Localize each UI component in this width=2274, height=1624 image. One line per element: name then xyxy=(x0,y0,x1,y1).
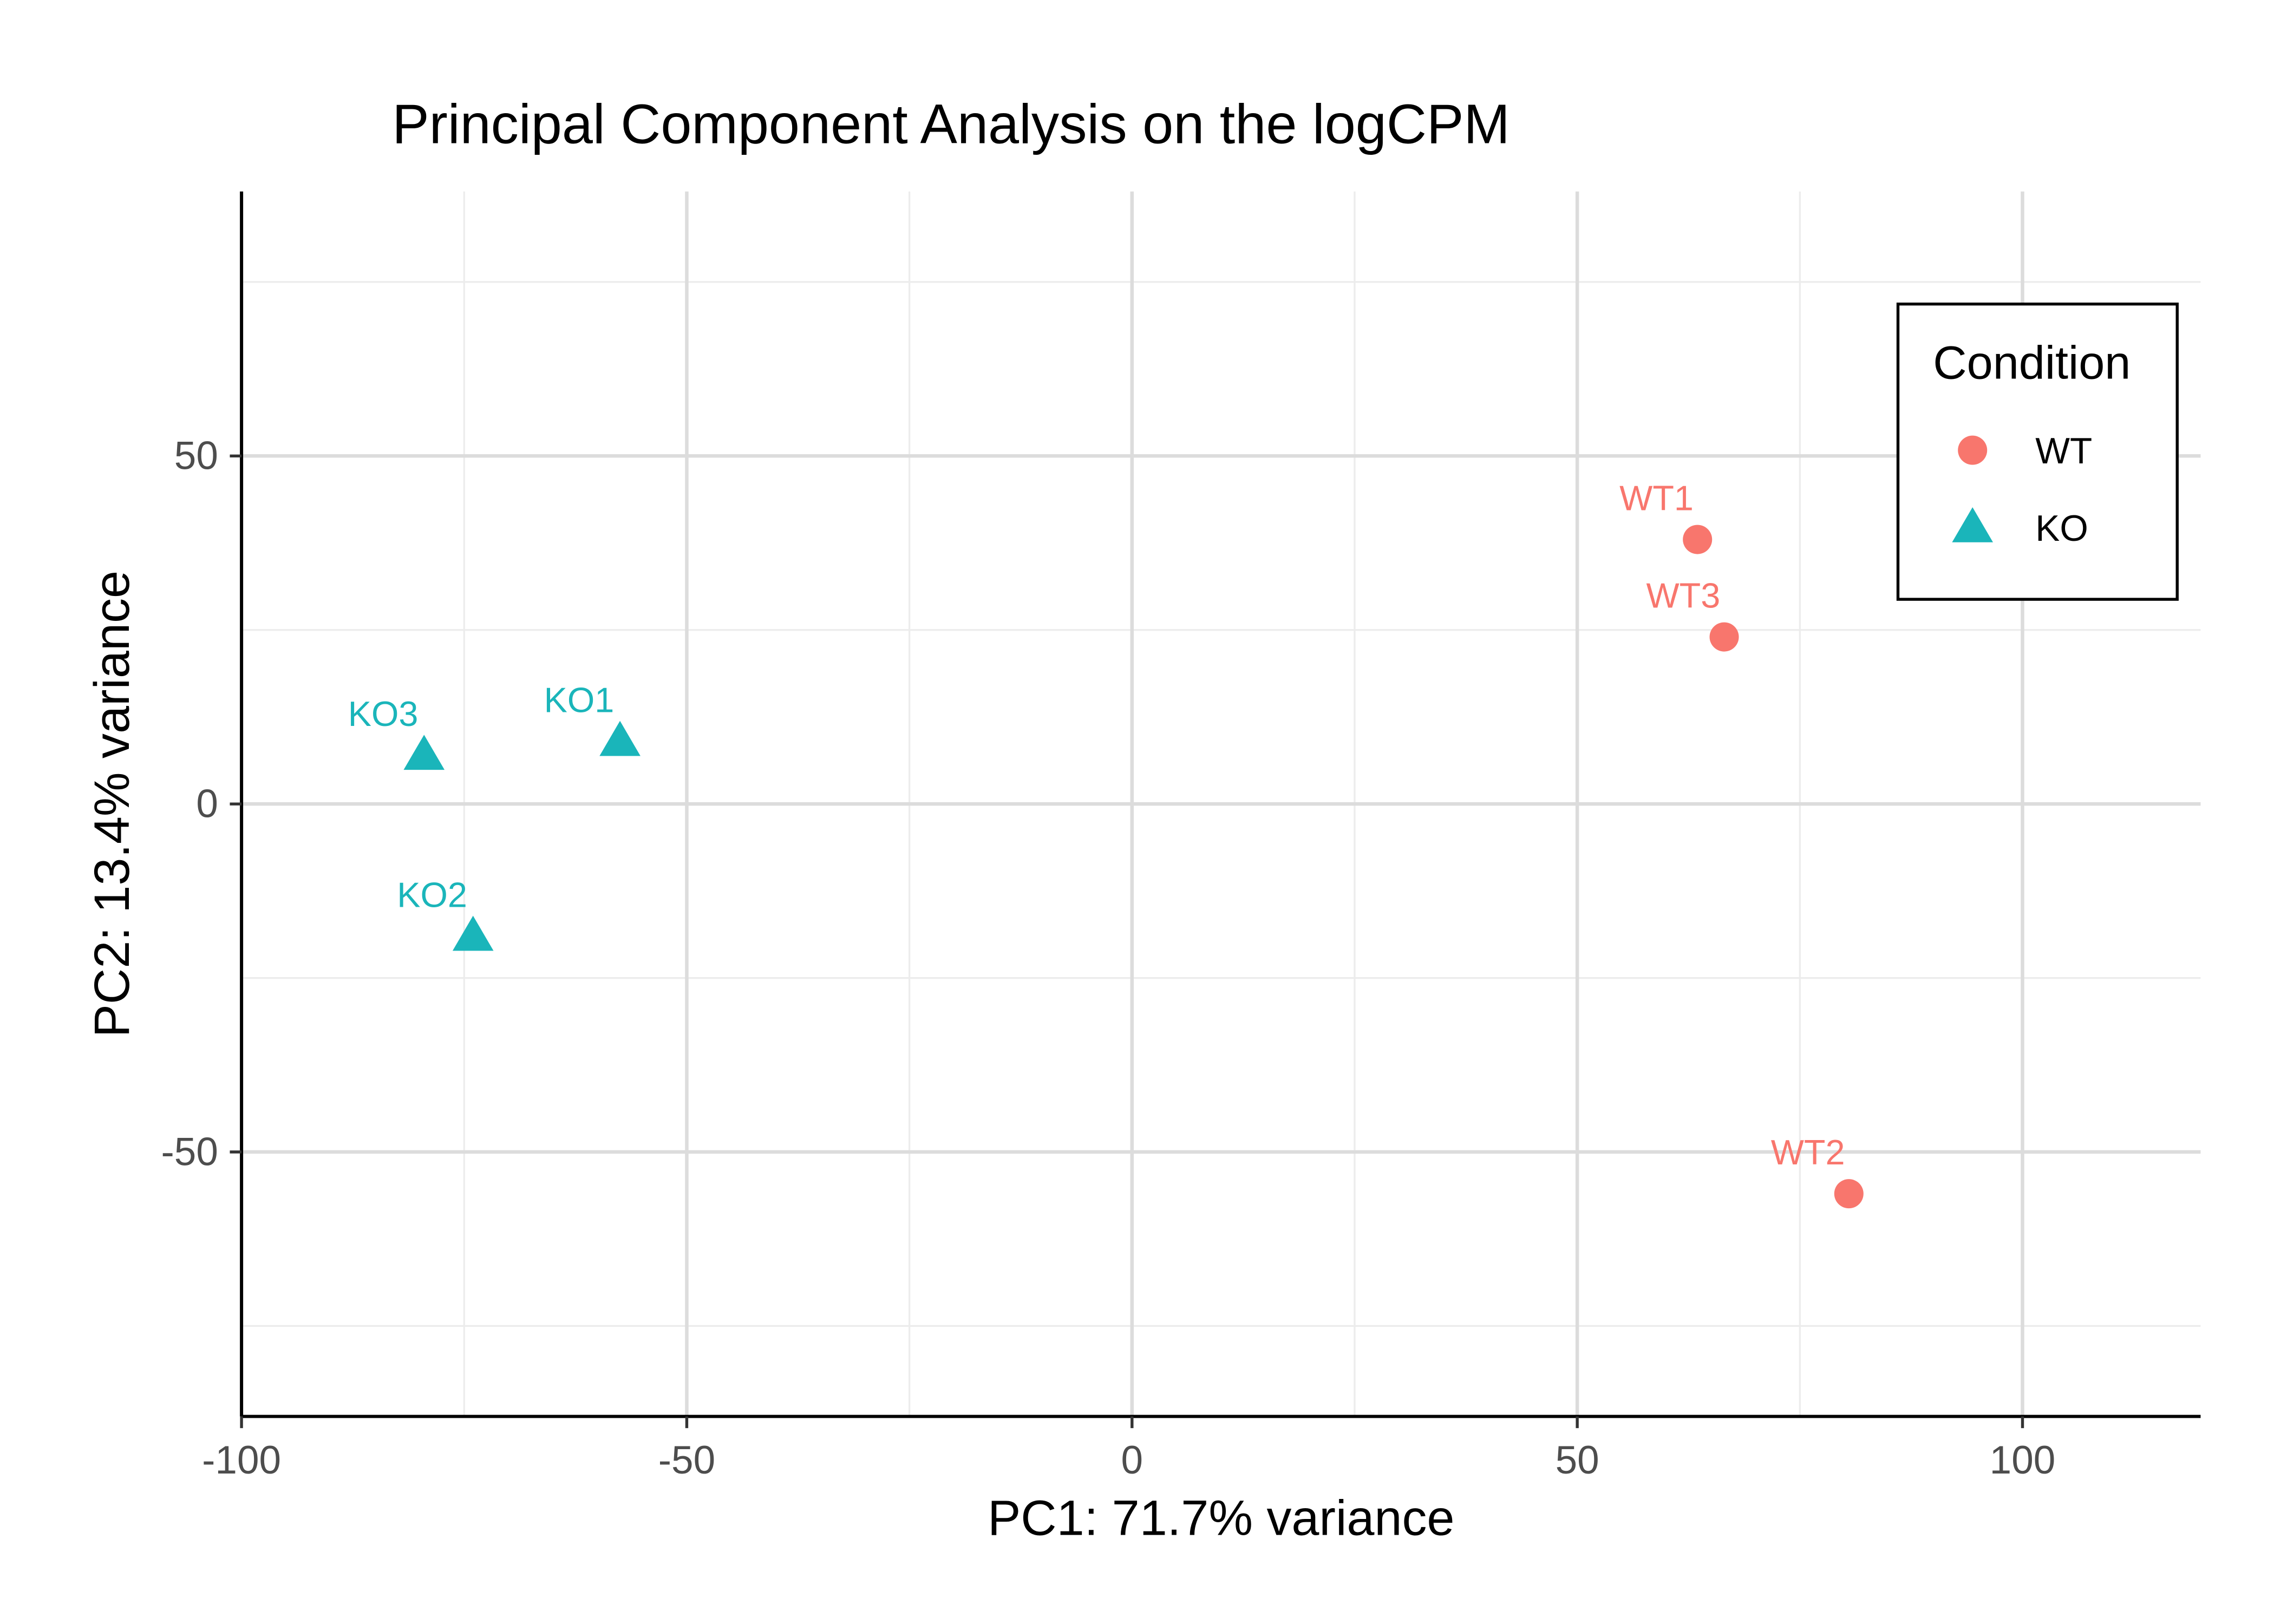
legend-box xyxy=(1896,302,2179,601)
legend-key-ko xyxy=(1952,507,1994,542)
legend-title: Condition xyxy=(1933,337,2131,389)
point-label-wt1: WT1 xyxy=(1619,479,1694,518)
y-tick-label: 0 xyxy=(196,782,218,826)
axes: -100 -50 0 50 100 -50 0 50 xyxy=(161,191,2201,1482)
point-label-wt3: WT3 xyxy=(1646,576,1721,615)
point-ko1 xyxy=(599,721,641,756)
x-tick-label: 50 xyxy=(1556,1438,1599,1482)
data-points xyxy=(403,525,1864,1209)
legend-keys: WT KO xyxy=(1952,431,2092,549)
x-tick-label: -100 xyxy=(202,1438,281,1482)
legend-key-wt xyxy=(1958,435,1988,465)
point-wt1 xyxy=(1683,525,1713,554)
x-axis-title: PC1: 71.7% variance xyxy=(988,1490,1454,1546)
point-ko3 xyxy=(403,735,445,770)
point-label-ko3: KO3 xyxy=(348,694,419,734)
point-wt2 xyxy=(1834,1179,1864,1209)
y-axis-title: PC2: 13.4% variance xyxy=(84,571,140,1037)
x-tick-label: -50 xyxy=(658,1438,715,1482)
minor-gridlines xyxy=(241,191,2201,1417)
point-label-ko1: KO1 xyxy=(544,680,615,719)
x-tick-label: 100 xyxy=(1990,1438,2056,1482)
point-label-ko2: KO2 xyxy=(397,875,467,914)
point-label-wt2: WT2 xyxy=(1771,1132,1845,1172)
y-tick-label: -50 xyxy=(161,1130,218,1174)
point-wt3 xyxy=(1709,622,1739,652)
point-labels: WT1 WT2 WT3 KO1 KO2 KO3 xyxy=(348,479,1845,1173)
legend-label-wt: WT xyxy=(2035,431,2092,472)
x-tick-label: 0 xyxy=(1121,1438,1143,1482)
y-tick-label: 50 xyxy=(174,434,218,478)
major-gridlines xyxy=(239,191,2201,1417)
legend: Condition WT KO xyxy=(1896,302,2179,601)
point-ko2 xyxy=(452,915,494,951)
legend-label-ko: KO xyxy=(2035,508,2088,549)
chart-title: Principal Component Analysis on the logC… xyxy=(392,93,1510,155)
